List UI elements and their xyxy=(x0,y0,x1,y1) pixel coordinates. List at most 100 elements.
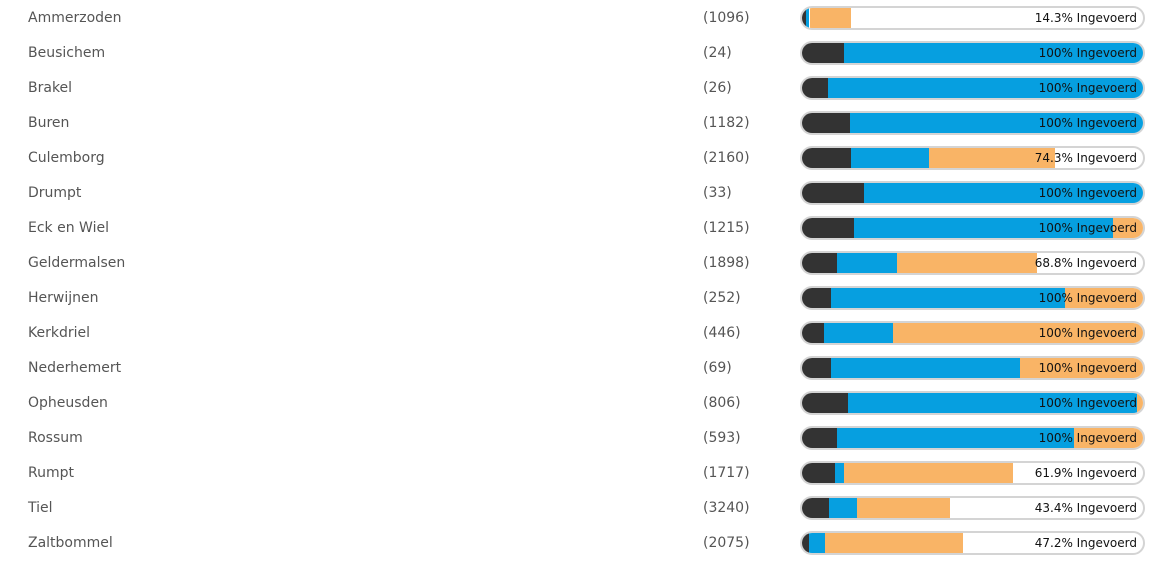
municipality-name: Brakel xyxy=(28,80,73,96)
municipality-row: Opheusden (806) 100% Ingevoerd xyxy=(0,386,1155,421)
progress-bar: 100% Ingevoerd xyxy=(800,181,1145,205)
progress-segment xyxy=(843,463,1014,483)
progress-label: 100% Ingevoerd xyxy=(1038,221,1137,235)
municipality-row: Rossum (593) 100% Ingevoerd xyxy=(0,421,1155,456)
progress-bar: 74.3% Ingevoerd xyxy=(800,146,1145,170)
progress-segment xyxy=(1137,393,1143,413)
progress-segment xyxy=(1112,218,1143,238)
progress-bar: 100% Ingevoerd xyxy=(800,41,1145,65)
municipality-count: (446) xyxy=(703,325,741,341)
municipality-name: Herwijnen xyxy=(28,290,99,306)
progress-label: 68.8% Ingevoerd xyxy=(1034,256,1137,270)
municipality-row: Zaltbommel (2075) 47.2% Ingevoerd xyxy=(0,526,1155,561)
progress-segment xyxy=(802,358,831,378)
progress-bar: 100% Ingevoerd xyxy=(800,426,1145,450)
municipality-name: Geldermalsen xyxy=(28,255,126,271)
progress-segment xyxy=(802,43,844,63)
progress-segment xyxy=(802,8,807,28)
progress-segment xyxy=(802,148,852,168)
progress-segment xyxy=(864,183,1143,203)
progress-segment xyxy=(851,148,930,168)
municipality-name: Nederhemert xyxy=(28,360,122,376)
municipality-count: (593) xyxy=(703,430,741,446)
progress-label: 14.3% Ingevoerd xyxy=(1034,11,1137,25)
progress-bar: 100% Ingevoerd xyxy=(800,286,1145,310)
progress-segment xyxy=(853,218,1113,238)
progress-label: 100% Ingevoerd xyxy=(1038,361,1137,375)
progress-label: 61.9% Ingevoerd xyxy=(1034,466,1137,480)
progress-label: 100% Ingevoerd xyxy=(1038,116,1137,130)
progress-segment xyxy=(837,253,898,273)
municipality-row: Drumpt (33) 100% Ingevoerd xyxy=(0,176,1155,211)
progress-label: 47.2% Ingevoerd xyxy=(1034,536,1137,550)
municipality-row: Brakel (26) 100% Ingevoerd xyxy=(0,71,1155,106)
municipality-name: Zaltbommel xyxy=(28,535,113,551)
municipality-name: Opheusden xyxy=(28,395,108,411)
progress-segment xyxy=(856,498,950,518)
municipality-count: (3240) xyxy=(703,500,750,516)
progress-segment xyxy=(835,463,844,483)
municipality-count: (26) xyxy=(703,80,732,96)
progress-segment xyxy=(830,288,1065,308)
municipality-count: (33) xyxy=(703,185,732,201)
progress-segment xyxy=(802,533,810,553)
progress-bar: 61.9% Ingevoerd xyxy=(800,461,1145,485)
municipality-count: (1717) xyxy=(703,465,750,481)
progress-label: 43.4% Ingevoerd xyxy=(1034,501,1137,515)
municipality-row: Rumpt (1717) 61.9% Ingevoerd xyxy=(0,456,1155,491)
municipality-count: (69) xyxy=(703,360,732,376)
municipality-count: (1898) xyxy=(703,255,750,271)
municipality-count: (24) xyxy=(703,45,732,61)
progress-bar: 100% Ingevoerd xyxy=(800,111,1145,135)
municipality-count: (806) xyxy=(703,395,741,411)
progress-segment xyxy=(1019,358,1143,378)
progress-bar: 100% Ingevoerd xyxy=(800,356,1145,380)
progress-segment xyxy=(802,428,838,448)
municipality-row: Tiel (3240) 43.4% Ingevoerd xyxy=(0,491,1155,526)
progress-label: 100% Ingevoerd xyxy=(1038,46,1137,60)
progress-bar: 100% Ingevoerd xyxy=(800,76,1145,100)
municipality-row: Geldermalsen (1898) 68.8% Ingevoerd xyxy=(0,246,1155,281)
progress-segment xyxy=(824,323,894,343)
progress-segment xyxy=(802,113,851,133)
progress-bar: 68.8% Ingevoerd xyxy=(800,251,1145,275)
progress-segment xyxy=(843,43,1143,63)
municipality-count: (2075) xyxy=(703,535,750,551)
progress-segment xyxy=(802,498,829,518)
municipality-name: Kerkdriel xyxy=(28,325,90,341)
progress-label: 100% Ingevoerd xyxy=(1038,291,1137,305)
progress-bar: 14.3% Ingevoerd xyxy=(800,6,1145,30)
progress-segment xyxy=(802,393,849,413)
progress-segment xyxy=(809,533,826,553)
municipality-count: (1096) xyxy=(703,10,750,26)
municipality-row: Buren (1182) 100% Ingevoerd xyxy=(0,106,1155,141)
progress-segment xyxy=(893,323,1143,343)
municipality-row: Culemborg (2160) 74.3% Ingevoerd xyxy=(0,141,1155,176)
municipality-row: Kerkdriel (446) 100% Ingevoerd xyxy=(0,316,1155,351)
progress-segment xyxy=(1064,288,1143,308)
progress-segment xyxy=(825,533,963,553)
municipality-count: (1182) xyxy=(703,115,750,131)
progress-segment xyxy=(809,8,851,28)
progress-segment xyxy=(802,78,828,98)
progress-bar: 100% Ingevoerd xyxy=(800,321,1145,345)
progress-label: 74.3% Ingevoerd xyxy=(1034,151,1137,165)
progress-label: 100% Ingevoerd xyxy=(1038,326,1137,340)
municipality-name: Culemborg xyxy=(28,150,105,166)
municipality-row: Beusichem (24) 100% Ingevoerd xyxy=(0,36,1155,71)
progress-segment xyxy=(802,253,838,273)
progress-label: 100% Ingevoerd xyxy=(1038,431,1137,445)
municipality-count: (252) xyxy=(703,290,741,306)
progress-segment xyxy=(806,8,810,28)
municipality-name: Tiel xyxy=(28,500,53,516)
progress-segment xyxy=(802,288,831,308)
municipality-row: Ammerzoden (1096) 14.3% Ingevoerd xyxy=(0,1,1155,36)
progress-segment xyxy=(802,218,854,238)
progress-segment xyxy=(1074,428,1143,448)
progress-label: 100% Ingevoerd xyxy=(1038,186,1137,200)
municipality-count: (1215) xyxy=(703,220,750,236)
municipality-name: Eck en Wiel xyxy=(28,220,109,236)
progress-segment xyxy=(827,78,1143,98)
municipality-name: Buren xyxy=(28,115,70,131)
